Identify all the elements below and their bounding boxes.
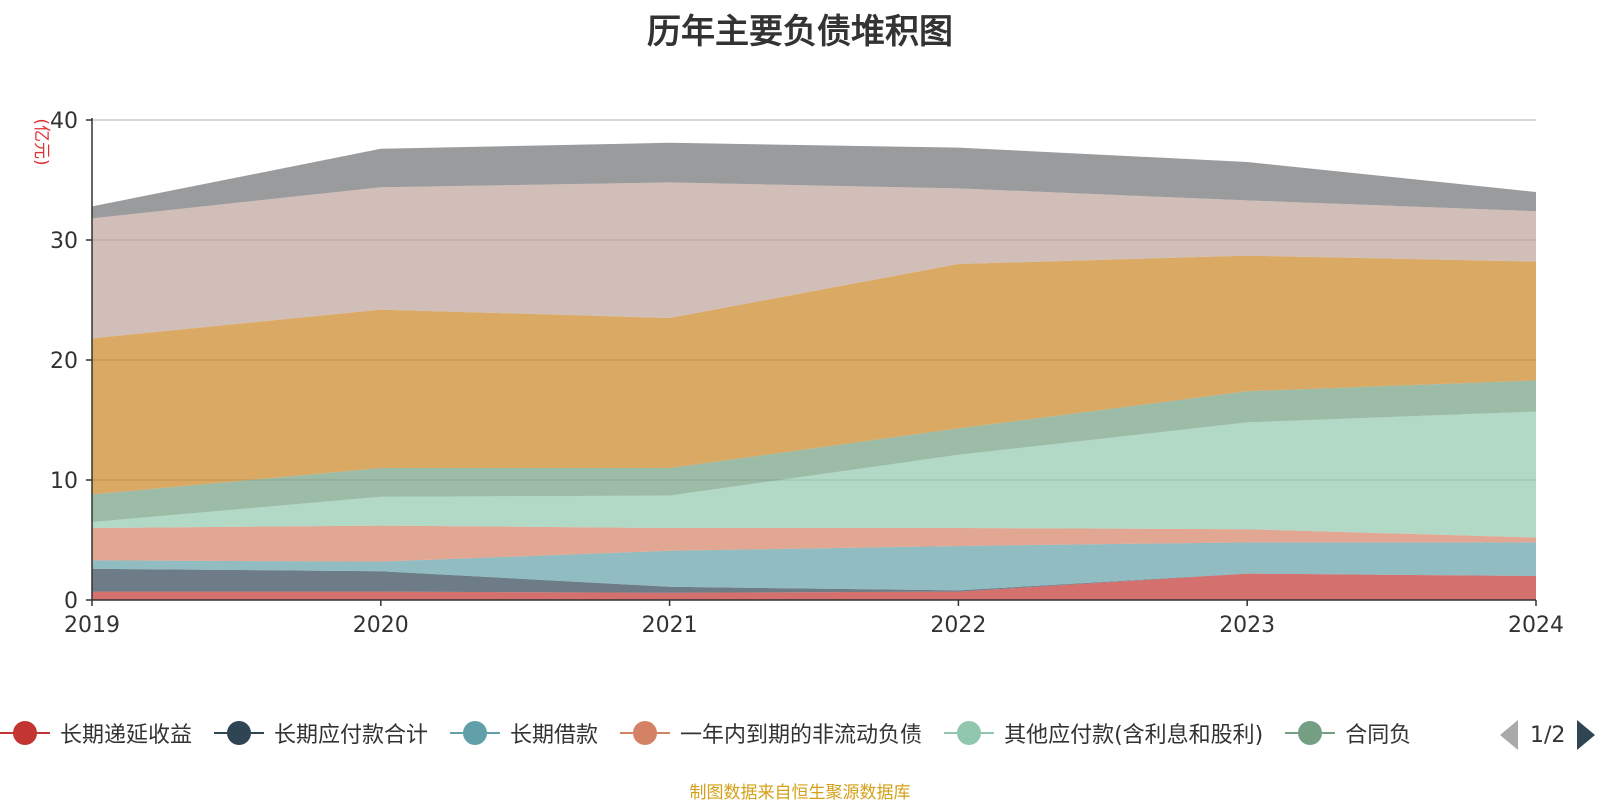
legend-marker-icon xyxy=(450,715,501,751)
legend-marker-icon xyxy=(0,715,50,751)
x-tick-label: 2021 xyxy=(642,613,698,638)
area-series xyxy=(92,568,1536,593)
legend-marker-icon xyxy=(620,715,671,751)
x-tick-label: 2024 xyxy=(1508,613,1564,638)
chart-title: 历年主要负债堆积图 xyxy=(647,12,953,52)
legend-item[interactable]: 长期借款 xyxy=(450,715,598,751)
legend-pager: 1/2 xyxy=(1500,718,1596,752)
legend-page-indicator: 1/2 xyxy=(1530,722,1566,748)
y-tick-label: 0 xyxy=(64,589,78,614)
x-tick-label: 2022 xyxy=(930,613,986,638)
legend-label: 长期递延收益 xyxy=(60,723,193,748)
area-series xyxy=(92,255,1536,495)
legend-label: 合同负 xyxy=(1345,723,1412,748)
legend-label: 长期借款 xyxy=(510,723,599,748)
legend-label: 其他应付款(含利息和股利) xyxy=(1004,723,1264,748)
legend-marker-icon xyxy=(1285,715,1336,751)
data-source-note: 制图数据来自恒生聚源数据库 xyxy=(689,783,911,803)
y-axis-label: (亿元) xyxy=(31,118,51,165)
axis-layer: 0 10 20 30 40 2019 2020 2021 2022 2023 2024 xyxy=(50,109,1564,638)
legend-label: 长期应付款合计 xyxy=(274,723,429,748)
area-series xyxy=(92,542,1536,591)
x-tick-label: 2019 xyxy=(64,613,120,638)
y-tick-label: 20 xyxy=(50,349,78,374)
triangle-right-icon[interactable] xyxy=(1577,720,1596,750)
area-series xyxy=(92,182,1536,339)
area-series xyxy=(92,411,1536,538)
x-tick-label: 2020 xyxy=(353,613,409,638)
triangle-left-icon[interactable] xyxy=(1500,720,1518,750)
legend: 长期递延收益 长期应付款合计 长期借款 一年内到期的非流动负债 其他应付款(含利息和股利… xyxy=(0,715,1490,755)
area-layer xyxy=(92,142,1536,600)
legend-item[interactable]: 长期应付款合计 xyxy=(214,715,428,751)
legend-label: 一年内到期的非流动负债 xyxy=(680,723,923,748)
y-tick-label: 30 xyxy=(50,229,78,254)
y-tick-label: 10 xyxy=(50,469,78,494)
legend-marker-icon xyxy=(944,715,995,751)
area-series xyxy=(92,573,1536,600)
area-series xyxy=(92,380,1536,522)
x-tick-label: 2023 xyxy=(1219,613,1275,638)
area-series xyxy=(92,525,1536,562)
legend-item[interactable]: 其他应付款(含利息和股利) xyxy=(944,715,1263,751)
legend-marker-icon xyxy=(214,715,265,751)
legend-item[interactable]: 一年内到期的非流动负债 xyxy=(620,715,922,751)
legend-item[interactable]: 长期递延收益 xyxy=(0,715,192,751)
y-tick-label: 40 xyxy=(50,109,78,134)
legend-item[interactable]: 合同负 xyxy=(1285,715,1411,751)
stacked-area-chart: 0 10 20 30 40 2019 2020 2021 2022 2023 2024 (亿元) xyxy=(31,109,1564,638)
area-series xyxy=(92,142,1536,219)
